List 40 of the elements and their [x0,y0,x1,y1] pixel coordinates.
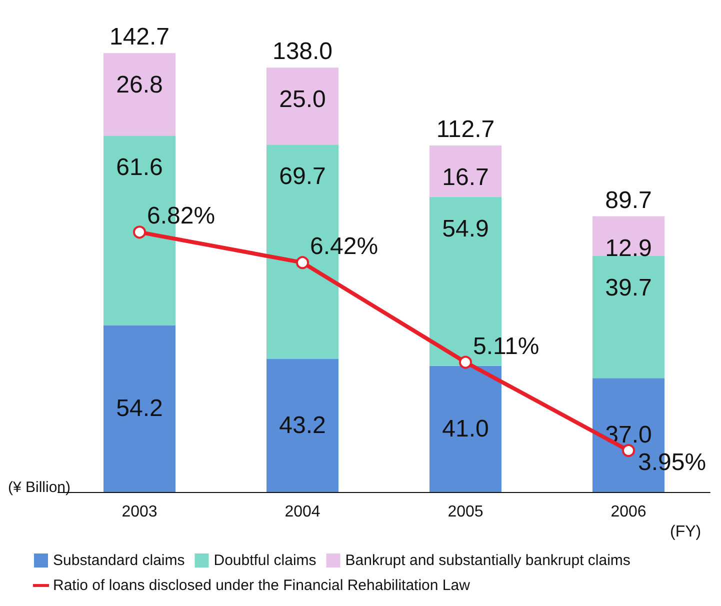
data-label: 6.42% [310,233,378,260]
bar [430,145,502,197]
data-label: 54.9 [442,215,489,242]
x-axis-title: (FY) [670,524,702,540]
legend-label: Bankrupt and substantially bankrupt claims [345,552,630,569]
data-label: 39.7 [605,274,652,302]
bar [592,256,664,378]
data-label: 41.0 [442,415,489,442]
data-label: 54.2 [116,395,163,422]
bar [104,325,176,492]
bar [430,366,502,492]
total-label: 112.7 [436,116,495,143]
data-label: 12.9 [605,234,652,262]
x-tick-label: 2005 [448,504,484,520]
point [133,226,146,239]
bar [104,53,176,136]
data-label: 5.11% [473,332,540,360]
legend-label: Ratio of loans disclosed under the Financial Rehabilitation Law [53,577,470,594]
data-label: 25.0 [279,86,326,114]
data-label: 16.7 [442,164,489,191]
bar [592,216,664,256]
bar [266,68,338,145]
x-tick-label: 2006 [610,504,646,520]
bar [266,359,338,492]
total-label: 138.0 [272,38,333,66]
data-label: 61.6 [116,154,163,182]
x-tick-label: 2003 [122,504,158,520]
data-label: 43.2 [279,412,326,440]
legend-label: Substandard claims [53,552,185,569]
data-label: 26.8 [116,72,163,99]
total-label: 89.7 [605,186,652,214]
point [296,256,309,270]
point [622,444,635,458]
y-axis-title: (¥ Billion) [8,479,71,496]
data-label: 6.82% [147,202,216,230]
legend-label: Doubtful claims [214,552,316,569]
data-label: 69.7 [279,163,326,190]
x-tick-label: 2004 [284,504,320,520]
total-label: 142.7 [109,24,170,51]
point [459,356,472,369]
